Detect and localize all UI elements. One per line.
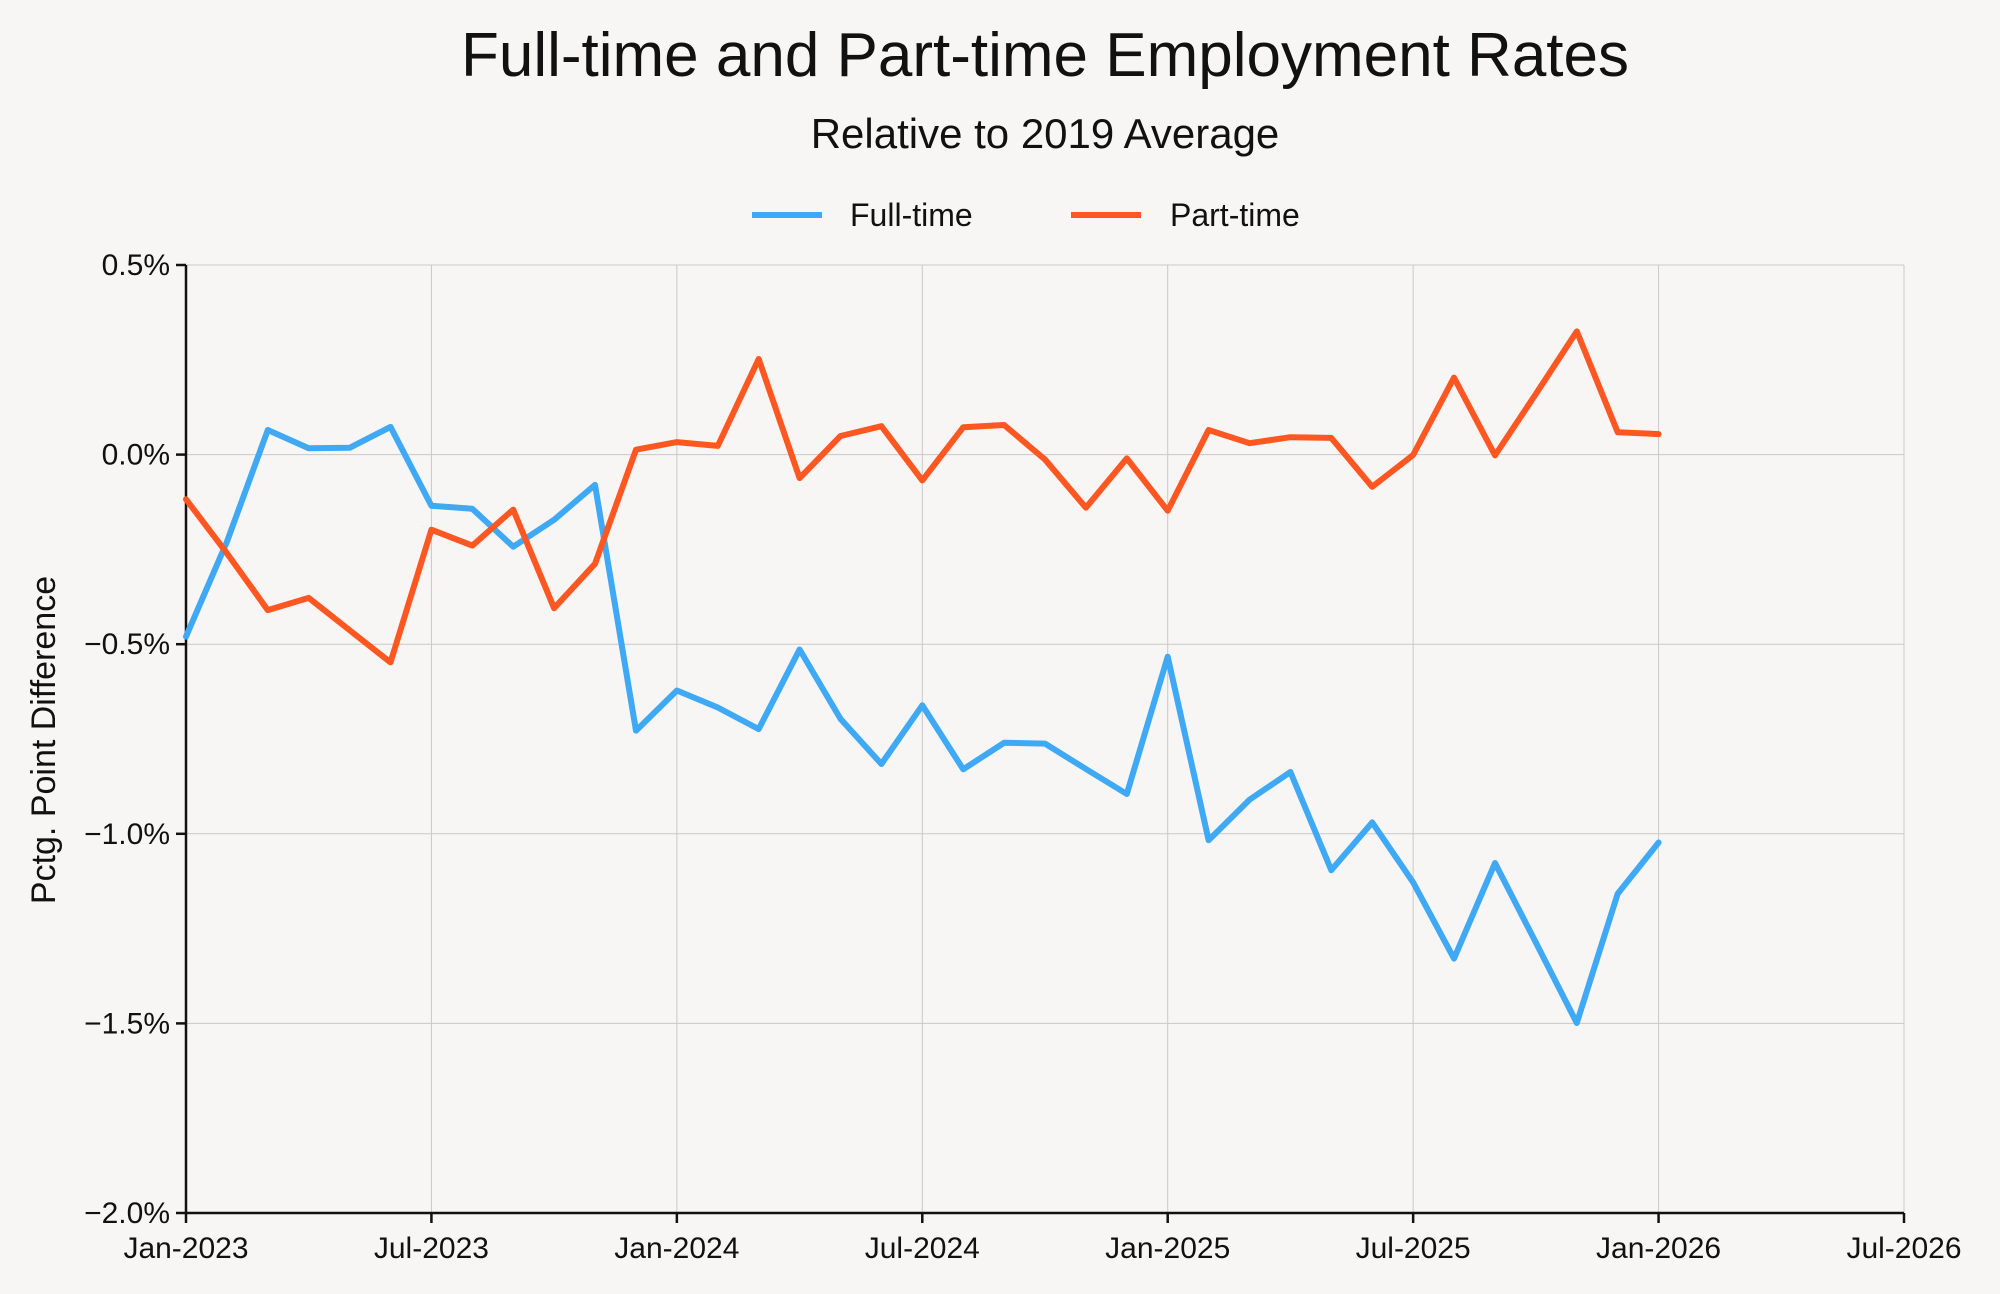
axes [176, 263, 1906, 1223]
chart-title: Full-time and Part-time Employment Rates [461, 21, 1629, 90]
x-tick-labels: Jan-2023 Jul-2023 Jan-2024 Jul-2024 Jan-2025… [123, 1232, 1961, 1265]
legend: Full-time Part-time [752, 197, 1300, 233]
series-line-full-time [183, 423, 1662, 1026]
grid [185, 264, 1905, 1214]
chart-subtitle: Relative to 2019 Average [811, 110, 1280, 157]
x-tick-label: Jan-2026 [1596, 1232, 1721, 1265]
x-tick-label: Jul-2023 [374, 1232, 489, 1265]
legend-label-part-time: Part-time [1170, 197, 1300, 233]
x-tick-label: Jan-2023 [123, 1232, 248, 1265]
y-tick-label: −1.5% [84, 1007, 170, 1040]
x-tick-label: Jan-2025 [1105, 1232, 1230, 1265]
y-tick-label: −2.0% [84, 1197, 170, 1230]
y-tick-label: 0.0% [102, 439, 170, 472]
x-tick-label: Jul-2026 [1846, 1232, 1961, 1265]
legend-label-full-time: Full-time [850, 197, 973, 233]
series-line-part-time [183, 328, 1662, 666]
series-lines [183, 328, 1662, 1026]
x-tick-label: Jan-2024 [614, 1232, 739, 1265]
y-axis-label: Pctg. Point Difference [25, 576, 63, 904]
x-tick-label: Jul-2025 [1356, 1232, 1471, 1265]
x-tick-label: Jul-2024 [865, 1232, 980, 1265]
y-tick-label: −1.0% [84, 818, 170, 851]
y-tick-label: 0.5% [102, 249, 170, 282]
y-tick-labels: 0.5% 0.0% −0.5% −1.0% −1.5% −2.0% [84, 249, 170, 1230]
y-tick-label: −0.5% [84, 628, 170, 661]
